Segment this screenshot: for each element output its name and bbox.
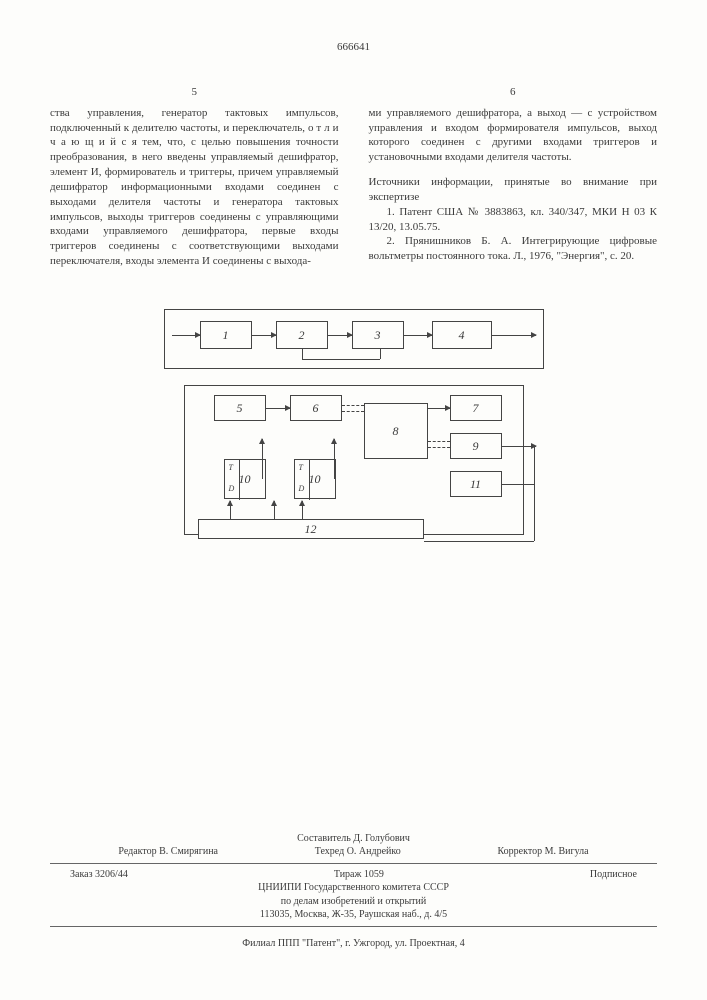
box-9: 9 (450, 433, 502, 459)
arrow-10b-8 (334, 439, 335, 479)
box-10b-label: 10 (309, 471, 321, 487)
org1: ЦНИИПИ Государственного комитета СССР (50, 881, 657, 895)
arrow-in-1 (172, 335, 200, 336)
techred: Техред О. Андрейко (315, 845, 401, 859)
a12-3 (302, 501, 303, 519)
arrow-10a-8 (262, 439, 263, 479)
arrow-1-2 (252, 335, 276, 336)
box-10a-label: 10 (239, 471, 251, 487)
arrow-3-4 (404, 335, 432, 336)
fb-line-v2 (380, 349, 381, 359)
branch: Филиал ППП "Патент", г. Ужгород, ул. Про… (50, 937, 657, 951)
a12-1 (230, 501, 231, 519)
tirazh: Тираж 1059 (334, 868, 384, 882)
ref-1: 1. Патент США № 3883863, кл. 340/347, МК… (369, 205, 658, 235)
fb-right-h (424, 541, 534, 542)
text-columns: 5 ства управления, генератор тактовых им… (50, 85, 657, 269)
box-8: 8 (364, 403, 428, 459)
divider-2 (50, 926, 657, 927)
arrow-9-out (502, 446, 536, 447)
arrow-5-6 (266, 408, 290, 409)
org2: по делам изобретений и открытий (50, 895, 657, 909)
box-12: 12 (198, 519, 424, 539)
box-8-label: 8 (393, 423, 399, 439)
order: Заказ 3206/44 (70, 868, 128, 882)
a12-2 (274, 501, 275, 519)
box-6: 6 (290, 395, 342, 421)
right-column: 6 ми управляемого дешифратора, а выход —… (369, 85, 658, 269)
divider-1 (50, 863, 657, 864)
box-12-label: 12 (305, 521, 317, 537)
box-10b: T D 10 (294, 459, 336, 499)
addr: 113035, Москва, Ж-35, Раушская наб., д. … (50, 908, 657, 922)
ref-2: 2. Прянишников Б. А. Интегрирующие цифро… (369, 234, 658, 264)
d-label-b: D (299, 484, 305, 495)
corrector: Корректор М. Вигула (498, 845, 589, 859)
compiler: Составитель Д. Голубович (50, 832, 657, 846)
box-6-label: 6 (313, 400, 319, 416)
left-text: ства управления, генератор тактовых импу… (50, 107, 339, 267)
t-label-a: T (229, 463, 233, 474)
fb-line-h (302, 359, 380, 360)
arrow-4-out (492, 335, 536, 336)
editor: Редактор В. Смирягина (118, 845, 218, 859)
d-label-a: D (229, 484, 235, 495)
col-num-left: 5 (50, 85, 339, 100)
box-4: 4 (432, 321, 492, 349)
fb-right-v (534, 446, 535, 541)
subscr: Подписное (590, 868, 637, 882)
arrow-8-7 (428, 408, 450, 409)
right-text: ми управляемого дешифратора, а выход — с… (369, 106, 658, 165)
footer-order: Заказ 3206/44 Тираж 1059 Подписное (50, 868, 657, 882)
dash-6-8a (342, 405, 364, 406)
box-11-label: 11 (470, 476, 481, 492)
box-1: 1 (200, 321, 252, 349)
box-4-label: 4 (459, 327, 465, 343)
block-diagram: 1 2 3 4 5 6 7 8 9 T D 10 T D 10 11 (164, 309, 544, 569)
left-column: 5 ства управления, генератор тактовых им… (50, 85, 339, 269)
box-7-label: 7 (473, 400, 479, 416)
t-label-b: T (299, 463, 303, 474)
dash-8-9b (428, 447, 450, 448)
box-2: 2 (276, 321, 328, 349)
box-10a: T D 10 (224, 459, 266, 499)
box-7: 7 (450, 395, 502, 421)
refs-title: Источники информации, принятые во вниман… (369, 175, 658, 205)
box-3-label: 3 (375, 327, 381, 343)
col-num-right: 6 (369, 85, 658, 100)
box-5: 5 (214, 395, 266, 421)
arrow-2-3 (328, 335, 352, 336)
dash-8-9a (428, 441, 450, 442)
box-2-label: 2 (299, 327, 305, 343)
document-number: 666641 (50, 40, 657, 55)
box-5-label: 5 (237, 400, 243, 416)
fb-11-h (502, 484, 534, 485)
fb-line-v1 (302, 349, 303, 359)
box-11: 11 (450, 471, 502, 497)
footer: Составитель Д. Голубович Редактор В. Сми… (50, 832, 657, 951)
box-3: 3 (352, 321, 404, 349)
footer-staff: Редактор В. Смирягина Техред О. Андрейко… (50, 845, 657, 859)
dash-6-8b (342, 411, 364, 412)
box-1-label: 1 (223, 327, 229, 343)
box-9-label: 9 (473, 438, 479, 454)
